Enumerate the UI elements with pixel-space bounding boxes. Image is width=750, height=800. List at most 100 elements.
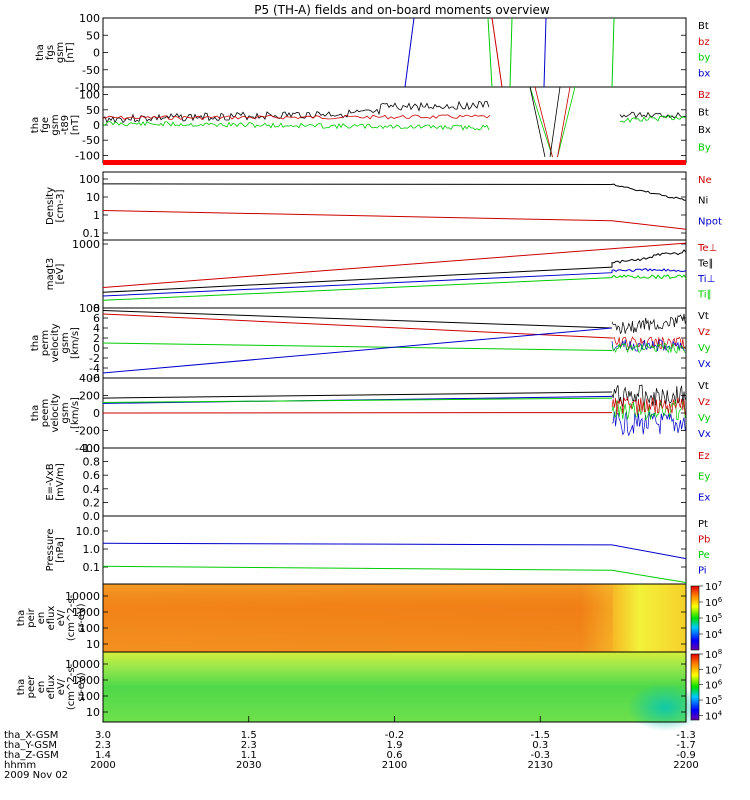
y-tick-label: 10000	[65, 590, 100, 603]
y-axis-label-line: (cm^2-s-	[66, 663, 77, 710]
y-tick-label: 0	[93, 119, 100, 132]
y-tick-label: 0.0	[83, 510, 101, 523]
x-row-value: 2130	[528, 760, 553, 771]
legend-efield-1: Ey	[698, 472, 710, 483]
legend-velocity-2: Vy	[698, 413, 711, 424]
vperp-vx-noise	[611, 339, 686, 352]
fge-by-trace-late	[619, 115, 687, 123]
panel-frame	[102, 17, 687, 88]
legend-velocity-0: Vt	[698, 381, 709, 392]
panel-peir: 107 106 105 104 10000 1000 100 10 tha peir en eflux…	[16, 580, 723, 653]
y-axis-label-line: tha	[30, 117, 41, 133]
y-tick-label: 10	[86, 191, 100, 204]
y-axis-label-line: Density	[45, 187, 56, 225]
temp-te-perp-trace	[102, 242, 687, 288]
x-row-value: 3.0	[95, 730, 111, 741]
fge-bt-trace-late	[619, 111, 687, 119]
colorbar-tick-label: 106	[705, 596, 723, 609]
density-ne-trace	[102, 210, 687, 230]
y-tick-label: 100	[79, 690, 100, 703]
y-tick-label: 0	[93, 407, 100, 420]
x-row-value: 2.3	[95, 740, 111, 751]
y-axis-label-line: E=-VxB	[45, 463, 56, 500]
x-row-value: -0.2	[385, 730, 405, 741]
panel-frame	[102, 447, 687, 517]
fge-transition	[534, 86, 571, 158]
legend-fgs-1: bz	[698, 37, 710, 48]
spectrogram-blob	[627, 683, 703, 732]
y-tick-label: 10	[86, 706, 100, 719]
y-axis-label-line: peem	[40, 399, 51, 427]
y-axis-label-line: en	[36, 681, 47, 694]
colorbar-tick-label: 105	[705, 694, 722, 707]
x-row-value: -0.9	[676, 750, 696, 761]
y-axis-label-line: velocity	[50, 393, 61, 432]
vperp-vy-trace	[102, 342, 613, 351]
vel-vt-trace	[102, 391, 613, 399]
colorbar-tick-label: 105	[705, 612, 722, 625]
y-tick-label: 10.0	[76, 525, 101, 538]
x-row-value: 2100	[382, 760, 407, 771]
y-tick-label: 0	[93, 342, 100, 355]
panel-pressure: 10.0 1.0 0.1 Pressure [nPa] Pt Pb Pe Pi	[45, 515, 710, 585]
y-axis-label-line: sr-eV)	[76, 672, 87, 701]
fgs-trace	[543, 17, 547, 88]
vperp-vt-trace	[102, 310, 613, 329]
y-tick-label: 100	[79, 622, 100, 635]
y-axis-label-line: gsm	[60, 332, 71, 353]
y-axis-label-line: [mV/m]	[55, 463, 66, 501]
y-axis-label-line: [nT]	[70, 115, 81, 135]
legend-fge-3: By	[698, 143, 711, 154]
pressure-pi-trace	[102, 542, 687, 560]
y-tick-label: 50	[86, 29, 100, 42]
y-axis-label-line: eV/	[56, 678, 67, 695]
y-tick-label: -50	[82, 64, 100, 77]
legend-fge-0: Bz	[698, 90, 710, 101]
y-axis-label-line: -t89	[60, 115, 71, 135]
fge-bz-trace	[102, 114, 491, 121]
panel-velocity: 400 200 0 -200 -400 tha peem velocity gsm [km/s] V…	[30, 372, 711, 455]
colorbar	[690, 653, 700, 721]
y-axis-label-line: eflux	[46, 675, 57, 700]
y-tick-label: 0.8	[83, 456, 101, 469]
date-label: 2009 Nov 02	[4, 770, 68, 781]
legend-efield-2: Ex	[698, 492, 710, 503]
pressure-pe-trace	[102, 565, 687, 583]
y-tick-label: 200	[79, 390, 100, 403]
colorbar	[690, 585, 700, 651]
y-axis-label-line: fgs	[45, 45, 56, 60]
y-tick-label: 0.1	[83, 561, 101, 574]
panel-efield: 1.00.80.60.40.20.0 E=-VxB [mV/m] Ez Ey Ex	[45, 442, 710, 523]
y-tick-label: 100	[79, 12, 100, 25]
legend-density-2: Npot	[698, 216, 722, 227]
temp-ti-par-trace	[102, 274, 687, 301]
vel-vy-trace	[102, 397, 613, 403]
y-tick-label: 1.0	[83, 442, 101, 455]
fgs-trace	[487, 17, 493, 88]
legend-pressure-2: Pe	[698, 550, 710, 561]
y-axis-label-line: Pressure	[45, 529, 56, 572]
y-tick-label: -50	[82, 134, 100, 147]
y-axis-label-line: en	[36, 612, 47, 625]
y-tick-label: 0.2	[83, 496, 101, 509]
y-axis-label-line: velocity	[50, 323, 61, 362]
x-row-label: hhmm	[4, 760, 36, 771]
vperp-vx-trace	[102, 327, 613, 374]
x-row-value: 2000	[90, 760, 115, 771]
panel-frame	[102, 86, 687, 164]
y-axis-label-line: gsm	[55, 42, 66, 63]
panel-density: 100 10 1 0.1 Density [cm-3] Ne Ni Npot	[45, 171, 722, 241]
legend-velocity_perp-2: Vy	[698, 343, 711, 354]
y-tick-label: 100	[79, 89, 100, 102]
y-tick-label: 1.0	[83, 543, 101, 556]
y-tick-label: -200	[75, 425, 100, 438]
y-tick-label: -2	[89, 352, 100, 365]
y-axis-label-line: tha	[30, 335, 41, 351]
y-axis-label-line: magt3	[45, 258, 56, 291]
y-axis-label-line: [km/s]	[70, 327, 81, 359]
y-axis-label-line: [nT]	[65, 42, 76, 62]
y-tick-label: -400	[75, 442, 100, 455]
y-tick-label: 400	[79, 372, 100, 385]
legend-fgs-0: Bt	[698, 21, 709, 32]
